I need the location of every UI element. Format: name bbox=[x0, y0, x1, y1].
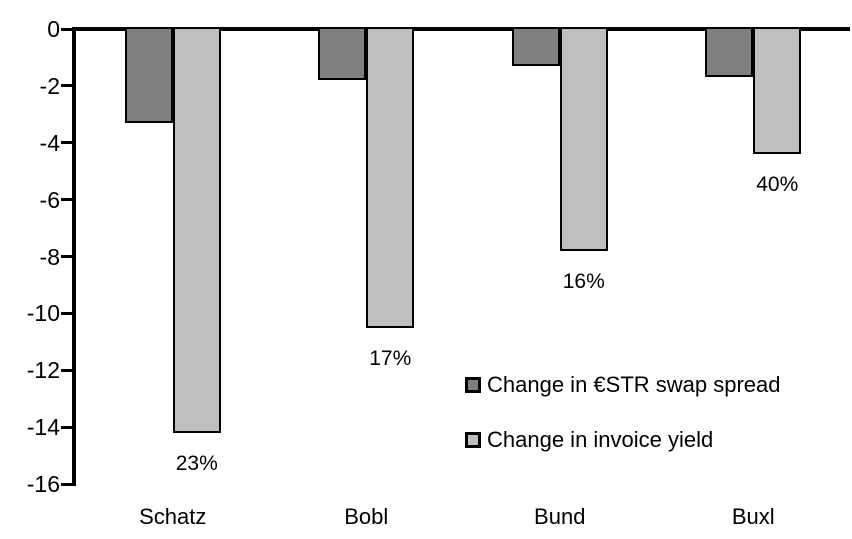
y-axis-tick bbox=[61, 27, 72, 31]
y-axis-tick-label: -6 bbox=[39, 186, 60, 213]
y-axis-tick-label: -2 bbox=[39, 72, 60, 99]
bar-value-label-bund: 16% bbox=[562, 269, 605, 293]
bar-value-label-bobl: 17% bbox=[369, 346, 412, 370]
y-axis-tick-label: 0 bbox=[47, 16, 60, 42]
y-axis-tick bbox=[61, 198, 72, 202]
y-axis-tick bbox=[61, 425, 72, 429]
y-axis-tick bbox=[61, 84, 72, 88]
bar-change-in-invoice-yield-bund bbox=[559, 27, 608, 251]
y-axis-tick-label: -14 bbox=[26, 414, 60, 441]
x-axis-category-label-schatz: Schatz bbox=[139, 504, 207, 529]
bar-change-in-str-swap-spread-buxl bbox=[705, 27, 754, 78]
bar-change-in-invoice-yield-schatz bbox=[172, 27, 221, 433]
legend-label-invoice-yield: Change in invoice yield bbox=[487, 427, 714, 452]
x-axis-zero-line bbox=[72, 27, 850, 31]
legend-item-swap-spread: Change in €STR swap spread bbox=[465, 370, 781, 400]
y-axis-tick-label: -4 bbox=[39, 129, 60, 156]
bar-value-label-buxl: 40% bbox=[756, 173, 799, 197]
bar-value-label-schatz: 23% bbox=[175, 451, 218, 475]
bar-change-in-str-swap-spread-schatz bbox=[124, 27, 173, 123]
legend-item-invoice-yield: Change in invoice yield bbox=[465, 425, 781, 455]
y-axis-tick bbox=[61, 311, 72, 315]
bar-change-in-str-swap-spread-bobl bbox=[318, 27, 367, 81]
y-axis-tick bbox=[61, 141, 72, 145]
y-axis-tick bbox=[61, 368, 72, 372]
legend-swatch-swap-spread-icon bbox=[465, 377, 481, 393]
y-axis-tick-label: -12 bbox=[26, 357, 60, 384]
bar-change-in-str-swap-spread-bund bbox=[511, 27, 560, 66]
y-axis-tick-label: -16 bbox=[26, 471, 60, 497]
y-axis-line bbox=[72, 27, 76, 486]
x-axis-category-label-bund: Bund bbox=[534, 504, 586, 529]
x-axis-category-label-bobl: Bobl bbox=[344, 504, 389, 529]
legend-label-swap-spread: Change in €STR swap spread bbox=[487, 372, 781, 397]
legend: Change in €STR swap spread Change in inv… bbox=[465, 370, 781, 455]
bar-change-in-invoice-yield-buxl bbox=[753, 27, 802, 155]
y-axis-tick bbox=[61, 482, 72, 486]
bar-change-in-invoice-yield-bobl bbox=[366, 27, 415, 328]
legend-swatch-invoice-yield-icon bbox=[465, 432, 481, 448]
x-axis-category-label-buxl: Buxl bbox=[731, 504, 775, 529]
y-axis-tick-label: -10 bbox=[26, 300, 60, 327]
y-axis-tick bbox=[61, 255, 72, 258]
y-axis-tick-label: -8 bbox=[39, 243, 60, 270]
